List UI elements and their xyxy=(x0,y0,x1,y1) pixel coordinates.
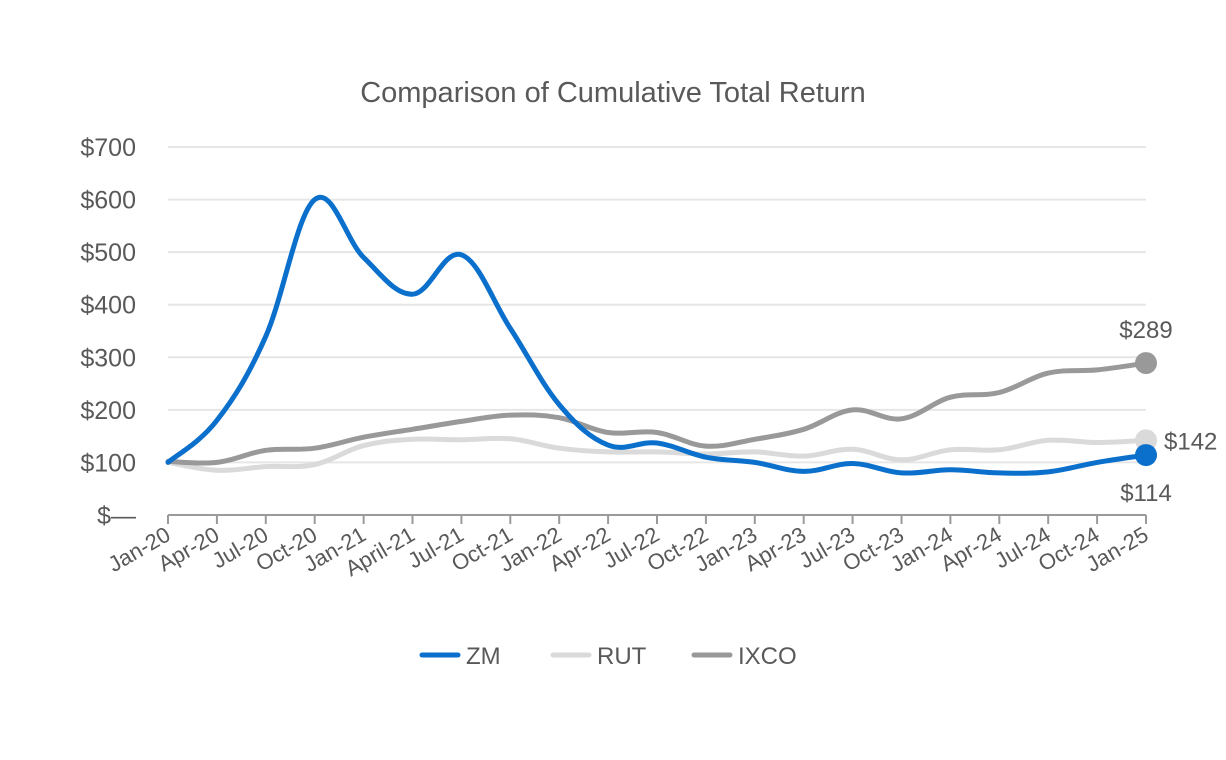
gridlines xyxy=(168,146,1146,464)
end-point-zm xyxy=(1135,444,1157,467)
y-tick-label: $300 xyxy=(80,344,136,372)
y-tick-label: $— xyxy=(97,502,136,530)
series-line-zm xyxy=(165,194,1149,476)
series-line-ixco xyxy=(165,360,1149,466)
x-axis: Jan-20Apr-20Jul-20Oct-20Jan-21April-21Ju… xyxy=(104,514,1153,581)
legend-label-rut: RUT xyxy=(597,643,647,670)
y-tick-label: $400 xyxy=(80,292,136,320)
end-point-ixco xyxy=(1135,352,1157,375)
end-label-ixco: $289 xyxy=(1119,317,1172,344)
y-tick-label: $500 xyxy=(80,239,136,267)
chart-title: Comparison of Cumulative Total Return xyxy=(360,77,866,109)
end-markers: $142 $289 $114 xyxy=(1119,317,1217,507)
series-lines xyxy=(165,194,1149,476)
y-tick-label: $700 xyxy=(80,134,136,162)
legend-label-zm: ZM xyxy=(466,643,501,670)
series-line-rut xyxy=(165,435,1149,473)
y-tick-label: $100 xyxy=(80,449,136,477)
y-tick-label: $200 xyxy=(80,397,136,425)
legend: ZM RUT IXCO xyxy=(419,643,797,670)
y-axis-tick-labels: $— $100 $200 $300 $400 $500 $600 $700 xyxy=(80,134,136,530)
end-label-rut: $142 xyxy=(1164,428,1217,455)
end-label-zm: $114 xyxy=(1120,480,1172,507)
legend-label-ixco: IXCO xyxy=(738,643,797,670)
y-tick-label: $600 xyxy=(80,187,136,215)
